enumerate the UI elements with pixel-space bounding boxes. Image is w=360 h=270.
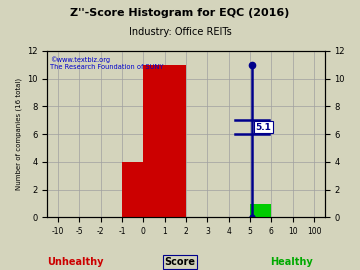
Bar (143, 65, 186, 217)
Text: Healthy: Healthy (270, 257, 313, 267)
Bar (250, 204, 271, 217)
Bar (122, 162, 143, 217)
Text: 5.1: 5.1 (255, 123, 271, 132)
Text: Score: Score (165, 257, 195, 267)
Y-axis label: Number of companies (16 total): Number of companies (16 total) (15, 78, 22, 190)
Text: Unhealthy: Unhealthy (47, 257, 103, 267)
Text: ©www.textbiz.org
The Research Foundation of SUNY: ©www.textbiz.org The Research Foundation… (50, 56, 163, 70)
Text: Industry: Office REITs: Industry: Office REITs (129, 27, 231, 37)
Text: Z''-Score Histogram for EQC (2016): Z''-Score Histogram for EQC (2016) (70, 8, 290, 18)
